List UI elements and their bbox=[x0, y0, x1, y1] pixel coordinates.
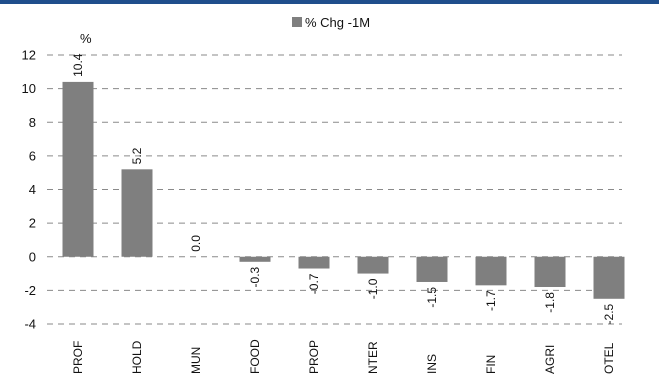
bar bbox=[416, 256, 448, 282]
bars bbox=[62, 81, 625, 299]
bar bbox=[593, 256, 625, 299]
bar bbox=[62, 81, 94, 257]
data-label: -2.5 bbox=[602, 303, 616, 324]
y-axis: 12 10 8 6 4 2 0 -2 -4 bbox=[22, 48, 36, 332]
legend: % Chg -1M bbox=[292, 15, 370, 30]
top-accent-bar bbox=[0, 0, 659, 4]
data-label: -1.8 bbox=[543, 292, 557, 313]
y-tick-label: 6 bbox=[29, 148, 36, 163]
data-label: -1.5 bbox=[425, 287, 439, 308]
data-labels: 10.4 5.2 0.0 -0.3 -0.7 -1.0 -1.5 -1.7 -1.8 -2.5 bbox=[71, 53, 616, 324]
data-label: 10.4 bbox=[71, 53, 85, 77]
gridlines bbox=[47, 54, 622, 325]
category-label: PROF bbox=[71, 341, 85, 374]
bar bbox=[121, 169, 153, 257]
category-label: OTEL bbox=[602, 342, 616, 374]
y-tick-label: 8 bbox=[29, 115, 36, 130]
category-label: HOLD bbox=[130, 340, 144, 374]
data-label: -1.0 bbox=[366, 278, 380, 299]
category-label: MUN bbox=[189, 347, 203, 374]
legend-label: % Chg -1M bbox=[305, 15, 370, 30]
category-label: PROP bbox=[307, 340, 321, 374]
x-axis-categories: PROF HOLD MUN FOOD PROP NTER INS FIN AGRI OTEL bbox=[71, 339, 616, 374]
data-label: -0.3 bbox=[248, 266, 262, 287]
bar bbox=[298, 256, 330, 269]
data-label: -1.7 bbox=[484, 290, 498, 311]
category-label: INS bbox=[425, 354, 439, 374]
legend-swatch bbox=[292, 17, 302, 27]
category-label: AGRI bbox=[543, 345, 557, 374]
y-unit-label: % bbox=[80, 31, 92, 46]
y-tick-label: 10 bbox=[22, 81, 36, 96]
bar bbox=[534, 256, 566, 288]
bar bbox=[357, 256, 389, 274]
category-label: FOOD bbox=[248, 339, 262, 374]
y-tick-label: 12 bbox=[22, 48, 36, 63]
data-label: 5.2 bbox=[130, 147, 144, 164]
y-tick-label: -2 bbox=[24, 283, 36, 298]
category-label: NTER bbox=[366, 341, 380, 374]
y-tick-label: 0 bbox=[29, 249, 36, 264]
bar bbox=[239, 256, 271, 262]
category-label: FIN bbox=[484, 355, 498, 374]
y-tick-label: 2 bbox=[29, 216, 36, 231]
bar bbox=[475, 256, 507, 286]
y-tick-label: -4 bbox=[24, 317, 36, 332]
data-label: -0.7 bbox=[307, 273, 321, 294]
data-label: 0.0 bbox=[189, 235, 203, 252]
y-tick-label: 4 bbox=[29, 182, 36, 197]
